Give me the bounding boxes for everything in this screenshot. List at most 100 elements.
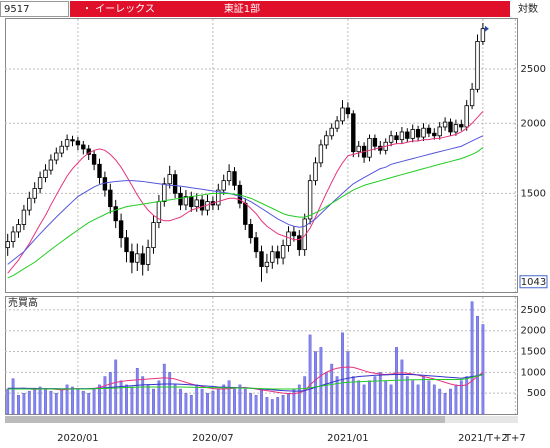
candle-body: [43, 169, 48, 179]
volume-bar: [287, 392, 290, 415]
volume-bar: [481, 324, 485, 415]
volume-bar: [265, 397, 269, 415]
volume-bar: [405, 376, 409, 415]
candle-body: [32, 188, 37, 199]
y-tick-label: 2000: [521, 118, 546, 129]
candle-body: [432, 132, 437, 137]
volume-bar: [454, 384, 458, 415]
market: 東証1部: [224, 2, 260, 15]
volume-bar: [357, 380, 361, 415]
candle-body: [232, 171, 237, 186]
volume-bar: [206, 392, 209, 415]
moving-average-line: [7, 135, 484, 265]
volume-bar: [324, 372, 328, 415]
candle-body: [162, 183, 167, 202]
candle-body: [307, 180, 313, 220]
volume-bar: [254, 395, 258, 415]
volume-bar: [173, 384, 177, 415]
candle-body: [37, 177, 43, 189]
stock-name: ・ イーレックス: [82, 3, 155, 15]
stock-code: 9517: [4, 4, 29, 15]
candle-body: [216, 189, 221, 206]
candle-body: [248, 224, 253, 239]
moving-average-line: [7, 111, 484, 274]
candle-body: [135, 253, 140, 263]
candle-body: [59, 145, 64, 154]
volume-bar: [141, 376, 145, 415]
volume-bar: [125, 384, 128, 415]
current-marker: [484, 25, 489, 32]
volume-bar: [438, 388, 442, 415]
candle-body: [124, 237, 129, 253]
volume-bar: [308, 334, 312, 415]
volume-bar: [276, 397, 280, 415]
volume-bar: [400, 359, 404, 415]
candle-body: [183, 196, 189, 206]
volume-bar: [351, 376, 355, 415]
y-tick-label: 1500: [521, 347, 546, 358]
volume-bar: [227, 380, 231, 415]
candle-body: [140, 253, 145, 265]
candle-body: [54, 152, 59, 161]
candle-body: [70, 139, 75, 142]
candle-body: [351, 113, 356, 153]
moving-average-line: [7, 147, 484, 279]
volume-bar: [44, 388, 47, 415]
volume-bar: [38, 386, 42, 415]
candle-body: [324, 135, 329, 146]
volume-bar: [281, 395, 285, 415]
candle-body: [437, 126, 442, 137]
candle-body: [448, 121, 453, 133]
volume-bar: [384, 380, 388, 415]
volume-bar: [103, 376, 107, 415]
candle-body: [313, 162, 318, 182]
volume-bar: [168, 372, 172, 415]
candle-body: [27, 197, 32, 211]
x-tick-label: 2021/T+2: [458, 433, 508, 444]
candle-body: [399, 131, 405, 141]
candle-body: [426, 127, 432, 134]
candle-body: [194, 199, 199, 208]
volume-bar: [119, 380, 123, 415]
volume-bar: [373, 376, 377, 415]
volume-bar: [422, 376, 425, 415]
volume-bar: [157, 380, 161, 415]
y-tick-label: 1000: [521, 367, 546, 378]
volume-bar: [341, 332, 344, 415]
volume-bar: [416, 384, 420, 415]
volume-bar: [243, 388, 247, 415]
candle-body: [421, 127, 426, 138]
volume-bar: [11, 378, 15, 415]
candle-body: [189, 196, 194, 208]
scrollbar: [5, 416, 445, 423]
volume-bar: [432, 384, 436, 415]
volume-bar: [238, 384, 242, 415]
volume-bar: [27, 390, 31, 415]
volume-bar: [162, 363, 166, 415]
x-tick-label: T+7: [504, 433, 526, 444]
volume-bar: [449, 388, 452, 415]
candle-body: [10, 231, 16, 243]
volume-bar: [6, 388, 10, 415]
candle-body: [178, 192, 183, 206]
x-tick-label: 2020/07: [192, 433, 234, 444]
candle-body: [442, 121, 448, 128]
candle-body: [275, 251, 280, 259]
candle-body: [334, 120, 340, 129]
candle-body: [345, 107, 351, 115]
volume-bar: [108, 372, 112, 415]
volume-bar: [303, 376, 307, 415]
candle-body: [264, 261, 270, 268]
volume-bar: [389, 384, 393, 415]
title-bar: [70, 1, 510, 17]
candle-body: [253, 237, 259, 253]
candle-body: [259, 251, 264, 268]
candle-body: [226, 171, 232, 182]
volume-bar: [233, 388, 236, 415]
candle-body: [5, 241, 10, 249]
volume-bar: [330, 363, 334, 415]
candle-body: [356, 145, 361, 153]
candle-body: [113, 206, 118, 222]
volume-bar: [314, 351, 317, 415]
